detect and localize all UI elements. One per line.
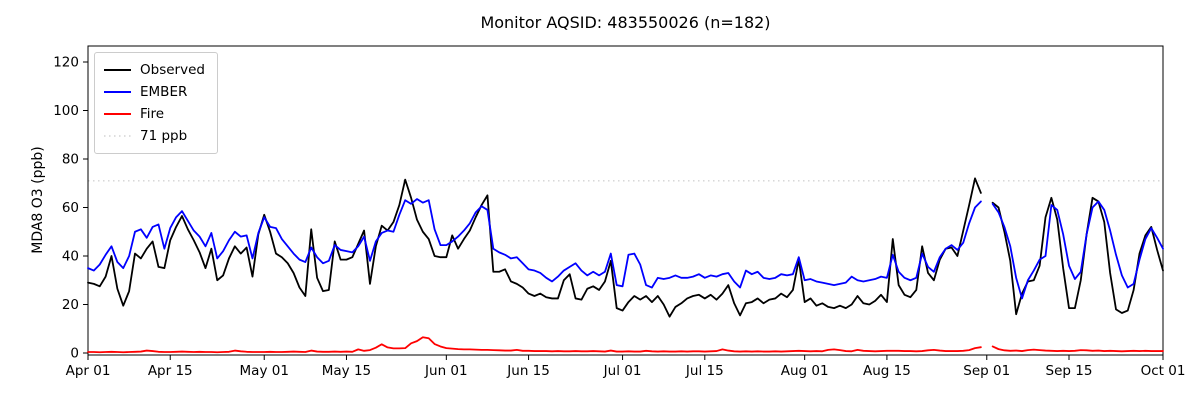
y-axis-label: MDA8 O3 (ppb): [30, 146, 46, 254]
legend-item-fire: Fire: [104, 103, 205, 125]
x-tick-label: Sep 15: [1046, 363, 1093, 379]
legend: Observed EMBER Fire 71 ppb: [94, 52, 218, 154]
legend-item-ember: EMBER: [104, 81, 205, 103]
y-tick-label: 40: [62, 249, 79, 265]
x-tick-label: Apr 15: [148, 363, 193, 379]
legend-line-sample-observed: [104, 69, 131, 71]
series-line-ember: [87, 198, 1164, 300]
x-tick-label: Aug 01: [781, 363, 829, 379]
x-tick-label: Apr 01: [66, 363, 111, 379]
legend-line-sample-threshold: [104, 135, 131, 137]
x-tick-label: Jul 01: [603, 363, 642, 379]
x-tick-label: Jun 01: [424, 363, 468, 379]
legend-label-ember: EMBER: [140, 84, 188, 100]
y-tick-label: 80: [62, 152, 79, 168]
y-tick-label: 0: [70, 346, 79, 362]
series-line-fire: [87, 336, 1164, 354]
x-tick-label: Sep 01: [963, 363, 1010, 379]
chart-title: Monitor AQSID: 483550026 (n=182): [480, 13, 771, 32]
legend-item-observed: Observed: [104, 59, 205, 81]
y-tick-label: 120: [53, 55, 79, 71]
plot-border: [87, 45, 1164, 356]
x-tick-label: May 01: [240, 363, 289, 379]
x-tick-label: Jun 15: [506, 363, 550, 379]
legend-item-threshold: 71 ppb: [104, 125, 205, 147]
x-tick-label: Oct 01: [1141, 363, 1186, 379]
x-tick-label: Jul 15: [685, 363, 724, 379]
y-tick-label: 100: [53, 103, 79, 119]
legend-line-sample-fire: [104, 113, 131, 115]
y-tick-label: 20: [62, 297, 79, 313]
x-tick-label: Aug 15: [863, 363, 911, 379]
legend-line-sample-ember: [104, 91, 131, 93]
y-tick-label: 60: [62, 200, 79, 216]
legend-label-observed: Observed: [140, 62, 205, 78]
legend-label-fire: Fire: [140, 106, 165, 122]
legend-label-threshold: 71 ppb: [140, 128, 188, 144]
x-tick-label: May 15: [322, 363, 371, 379]
